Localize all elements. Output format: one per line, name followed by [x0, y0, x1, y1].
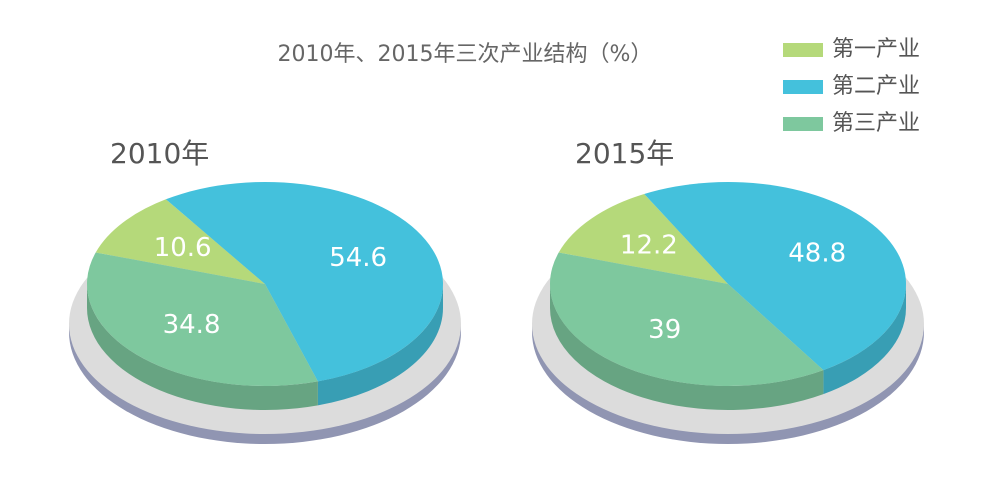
value-label: 34.8: [163, 310, 221, 340]
slice: [549, 252, 824, 387]
slice: [165, 182, 443, 382]
slice-side: [87, 284, 318, 410]
slice: [558, 194, 728, 284]
value-label: 54.6: [329, 243, 387, 273]
value-label: 48.8: [788, 239, 846, 269]
slice-side: [317, 284, 443, 406]
legend-swatch: [783, 43, 823, 57]
legend-label: 第二产业: [832, 74, 920, 99]
slice-side: [823, 284, 907, 395]
slice-side: [550, 284, 824, 411]
pie-title: 2010年: [110, 137, 209, 170]
legend-swatch: [783, 117, 823, 131]
legend-label: 第三产业: [832, 111, 920, 136]
slice: [95, 199, 265, 284]
legend-swatch: [783, 80, 823, 94]
value-label: 10.6: [154, 233, 212, 263]
value-label: 39: [648, 315, 681, 345]
slice: [644, 181, 907, 371]
legend-label: 第一产业: [832, 37, 920, 62]
value-label: 12.2: [620, 231, 678, 261]
chart-title: 2010年、2015年三次产业结构（%）: [278, 42, 653, 67]
slice: [87, 252, 318, 386]
pie-title: 2015年: [575, 137, 674, 170]
